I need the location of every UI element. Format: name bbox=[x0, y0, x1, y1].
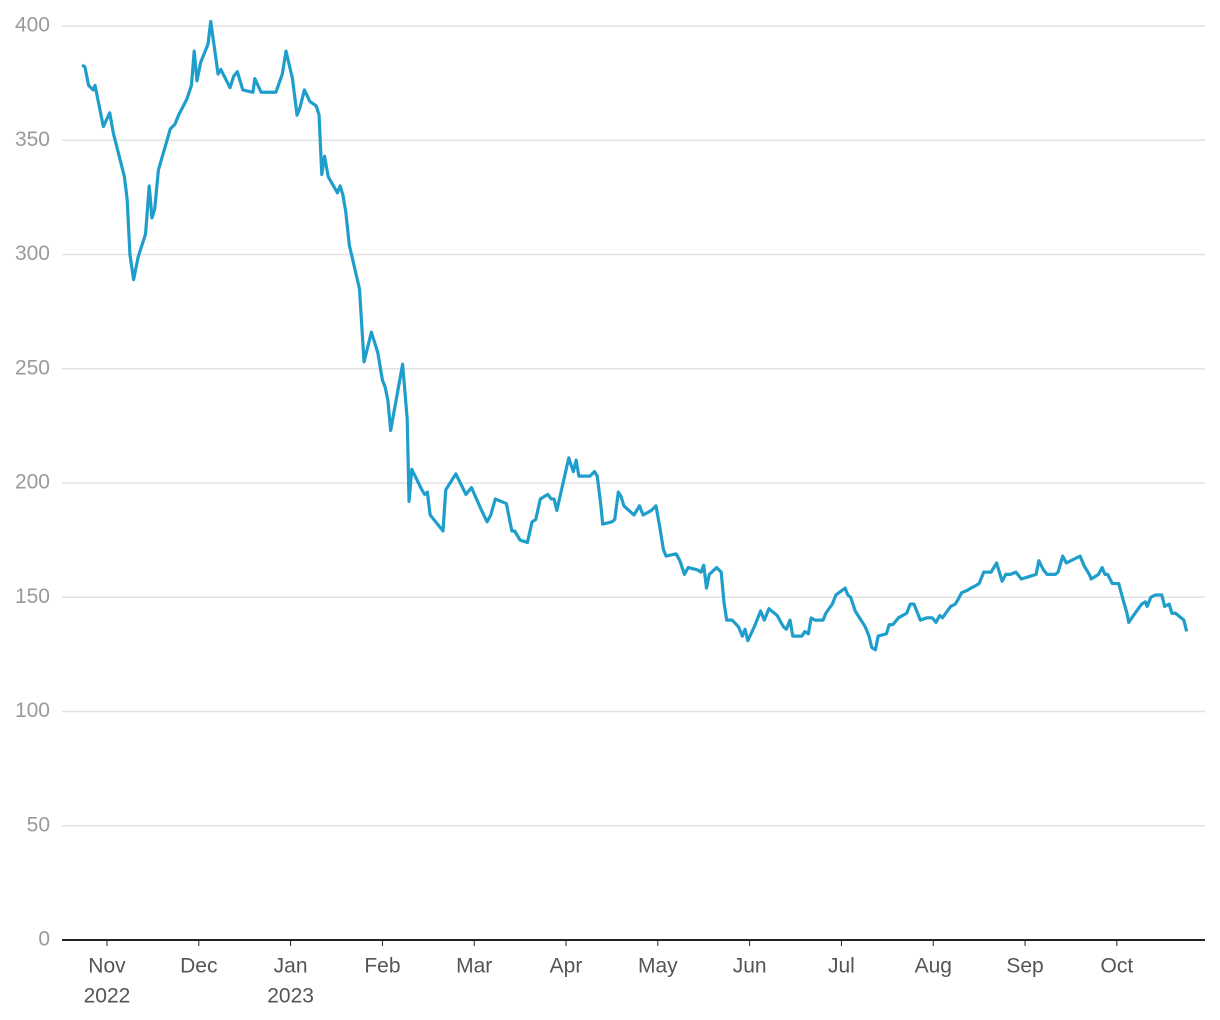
x-tick-label: Sep bbox=[1006, 955, 1043, 978]
x-tick-label: Aug bbox=[915, 955, 952, 978]
x-tick-year: 2022 bbox=[84, 985, 131, 1008]
x-tick-label: Mar bbox=[456, 955, 492, 978]
x-tick-label: Feb bbox=[364, 955, 400, 978]
x-tick-year: 2023 bbox=[267, 985, 314, 1008]
x-tick-label: Nov bbox=[88, 955, 126, 978]
price-line bbox=[81, 19, 1189, 652]
y-tick-label: 150 bbox=[15, 585, 50, 608]
y-tick-label: 250 bbox=[15, 356, 50, 379]
y-tick-label: 350 bbox=[15, 128, 50, 151]
x-tick-label: May bbox=[638, 955, 678, 978]
y-tick-label: 0 bbox=[38, 928, 50, 951]
y-tick-label: 50 bbox=[27, 813, 50, 836]
x-tick-label: Dec bbox=[180, 955, 217, 978]
y-tick-label: 100 bbox=[15, 699, 50, 722]
x-tick-label: Apr bbox=[550, 955, 583, 978]
x-tick-label: Jan bbox=[274, 955, 308, 978]
x-tick-label: Jun bbox=[733, 955, 767, 978]
y-tick-label: 200 bbox=[15, 471, 50, 494]
y-tick-label: 300 bbox=[15, 242, 50, 265]
x-tick-label: Jul bbox=[828, 955, 855, 978]
x-tick-label: Oct bbox=[1101, 955, 1134, 978]
y-tick-label: 400 bbox=[15, 14, 50, 37]
